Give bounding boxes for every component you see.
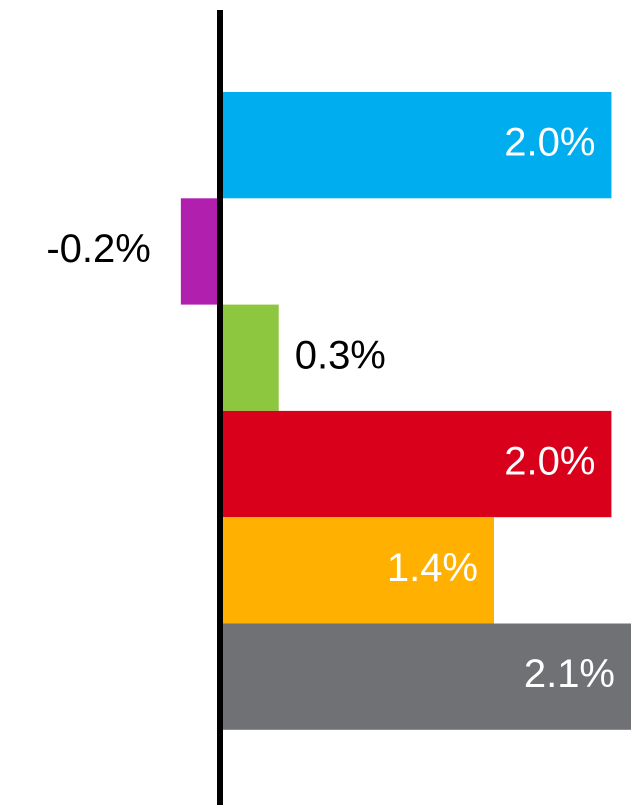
data-label: 2.0% xyxy=(504,121,595,165)
bar xyxy=(220,517,494,624)
data-label: 2.1% xyxy=(524,652,615,696)
data-label: -0.2% xyxy=(46,227,151,271)
bar xyxy=(220,410,612,518)
bar xyxy=(180,198,220,305)
data-label: 0.3% xyxy=(295,333,386,377)
bar xyxy=(220,304,279,411)
data-label: 1.4% xyxy=(387,546,478,590)
data-label: 2.0% xyxy=(504,440,595,484)
bars: 2.0% -0.2% 0.3% 2.0% 1.4% 2.1% xyxy=(46,92,631,730)
bar xyxy=(220,92,612,199)
bar xyxy=(220,623,631,730)
